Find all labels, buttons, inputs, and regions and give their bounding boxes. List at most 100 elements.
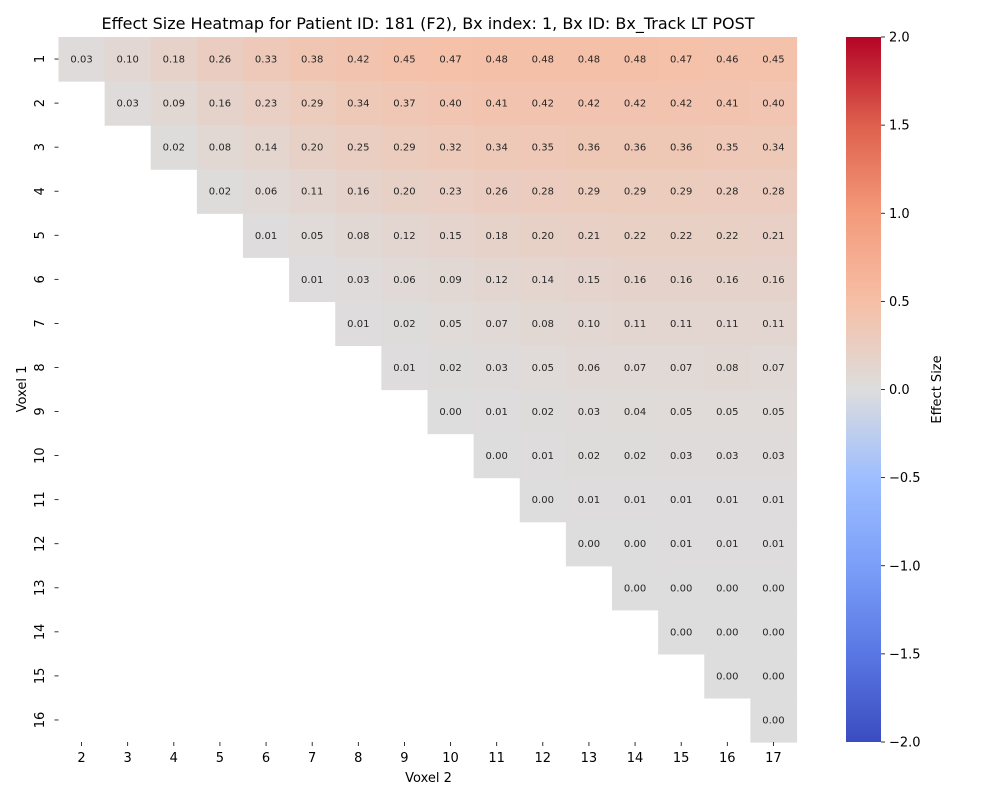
cell-value-label: 0.01 xyxy=(670,539,692,550)
heatmap-cell: 0.34 xyxy=(750,125,798,170)
cell-value-label: 0.28 xyxy=(532,187,554,198)
heatmap-cell: 0.08 xyxy=(335,213,382,258)
heatmap-cell: 0.08 xyxy=(519,301,567,347)
cell-value-label: 0.07 xyxy=(670,363,692,374)
cell-value-label: 0.38 xyxy=(301,55,323,66)
cell-value-label: 0.36 xyxy=(670,143,692,154)
heatmap-cell: 0.01 xyxy=(289,257,336,302)
heatmap-cell: 0.18 xyxy=(150,37,198,82)
cell-value-label: 0.02 xyxy=(624,451,646,462)
heatmap-cell: 0.41 xyxy=(473,81,521,126)
cell-value-label: 0.11 xyxy=(716,319,738,330)
colorbar-label: Effect Size xyxy=(930,355,945,423)
x-tick-label: 5 xyxy=(216,751,224,766)
y-tick-label: 14 xyxy=(33,624,48,641)
cell-value-label: 0.00 xyxy=(624,539,646,550)
colorbar-tick-label: 1.5 xyxy=(889,119,910,134)
heatmap-cell: 0.29 xyxy=(658,169,705,214)
heatmap-cell: 0.03 xyxy=(58,37,106,82)
y-tick-label: 11 xyxy=(33,491,48,508)
cell-value-label: 0.00 xyxy=(670,627,692,638)
x-tick-label: 4 xyxy=(170,751,178,766)
colorbar-tick-label: 0.5 xyxy=(889,295,910,310)
heatmap-cell: 0.05 xyxy=(658,389,705,435)
heatmap-cell: 0.29 xyxy=(289,81,336,126)
heatmap-cell: 0.00 xyxy=(612,565,659,611)
heatmap-cell: 0.48 xyxy=(519,37,567,82)
cell-value-label: 0.01 xyxy=(716,539,738,550)
heatmap-cell: 0.08 xyxy=(196,125,244,170)
cell-value-label: 0.11 xyxy=(670,319,692,330)
colorbar-tick-label: −1.5 xyxy=(889,647,921,662)
cell-value-label: 0.07 xyxy=(762,363,784,374)
heatmap-cell: 0.22 xyxy=(658,213,705,258)
cell-value-label: 0.02 xyxy=(163,143,185,154)
heatmap-cell: 0.47 xyxy=(658,37,705,82)
cell-value-label: 0.36 xyxy=(624,143,646,154)
cell-value-label: 0.18 xyxy=(163,55,185,66)
heatmap-cell: 0.40 xyxy=(750,81,798,126)
cell-value-label: 0.06 xyxy=(393,275,415,286)
heatmap-cell: 0.01 xyxy=(704,477,751,523)
x-tick-label: 16 xyxy=(719,751,736,766)
heatmap-cell: 0.28 xyxy=(519,169,567,214)
cell-value-label: 0.00 xyxy=(486,451,508,462)
cell-value-label: 0.22 xyxy=(670,231,692,242)
heatmap-cell: 0.01 xyxy=(658,521,705,567)
heatmap-cell: 0.02 xyxy=(427,345,475,391)
heatmap-cell: 0.47 xyxy=(427,37,475,82)
cell-value-label: 0.12 xyxy=(486,275,508,286)
heatmap-cell: 0.42 xyxy=(519,81,567,126)
cell-value-label: 0.00 xyxy=(762,715,784,726)
cell-value-label: 0.01 xyxy=(347,319,369,330)
heatmap-cell: 0.00 xyxy=(658,609,705,655)
cell-value-label: 0.01 xyxy=(486,407,508,418)
heatmap-cell: 0.20 xyxy=(381,169,429,214)
heatmap-cell: 0.10 xyxy=(565,301,613,347)
cell-value-label: 0.00 xyxy=(762,583,784,594)
heatmap-cell: 0.34 xyxy=(335,81,382,126)
cell-value-label: 0.23 xyxy=(255,99,277,110)
cell-value-label: 0.08 xyxy=(532,319,554,330)
heatmap-cell: 0.00 xyxy=(658,565,705,611)
heatmap-cell: 0.00 xyxy=(704,565,751,611)
heatmap-cell: 0.18 xyxy=(473,213,521,258)
heatmap-cell: 0.06 xyxy=(565,345,613,391)
cell-value-label: 0.01 xyxy=(624,495,646,506)
heatmap-cell: 0.29 xyxy=(612,169,659,214)
cell-value-label: 0.48 xyxy=(532,55,554,66)
y-tick-label: 15 xyxy=(33,668,48,685)
cell-value-label: 0.03 xyxy=(486,363,508,374)
heatmap-cell: 0.00 xyxy=(519,477,567,523)
cell-value-label: 0.01 xyxy=(762,495,784,506)
y-axis-label: Voxel 1 xyxy=(15,366,30,413)
heatmap-cell: 0.40 xyxy=(427,81,475,126)
heatmap-cell: 0.42 xyxy=(335,37,382,82)
cell-value-label: 0.33 xyxy=(255,55,277,66)
heatmap-cell: 0.16 xyxy=(704,257,751,302)
heatmap-cell: 0.42 xyxy=(565,81,613,126)
heatmap-cell: 0.02 xyxy=(519,389,567,435)
cell-value-label: 0.05 xyxy=(439,319,461,330)
heatmap-cell: 0.21 xyxy=(750,213,798,258)
cell-value-label: 0.05 xyxy=(301,231,323,242)
heatmap-cell: 0.16 xyxy=(658,257,705,302)
x-tick-label: 9 xyxy=(400,751,408,766)
heatmap-cell: 0.16 xyxy=(335,169,382,214)
cell-value-label: 0.29 xyxy=(670,187,692,198)
cell-value-label: 0.00 xyxy=(716,671,738,682)
cell-value-label: 0.48 xyxy=(624,55,646,66)
heatmap-cell: 0.16 xyxy=(612,257,659,302)
heatmap-cell: 0.01 xyxy=(473,389,521,435)
x-tick-label: 13 xyxy=(581,751,598,766)
heatmap-cell: 0.00 xyxy=(565,521,613,567)
heatmap-cell: 0.06 xyxy=(381,257,429,302)
heatmap-cells: 0.03 0.10 0.18 0.26 0.33 0.38 0.42 0.45 0.47 0.48… xyxy=(58,37,798,743)
heatmap-cell: 0.14 xyxy=(243,125,290,170)
heatmap-cell: 0.26 xyxy=(473,169,521,214)
cell-value-label: 0.48 xyxy=(486,55,508,66)
heatmap-cell: 0.03 xyxy=(104,81,152,126)
y-tick-label: 16 xyxy=(33,712,48,729)
cell-value-label: 0.02 xyxy=(439,363,461,374)
